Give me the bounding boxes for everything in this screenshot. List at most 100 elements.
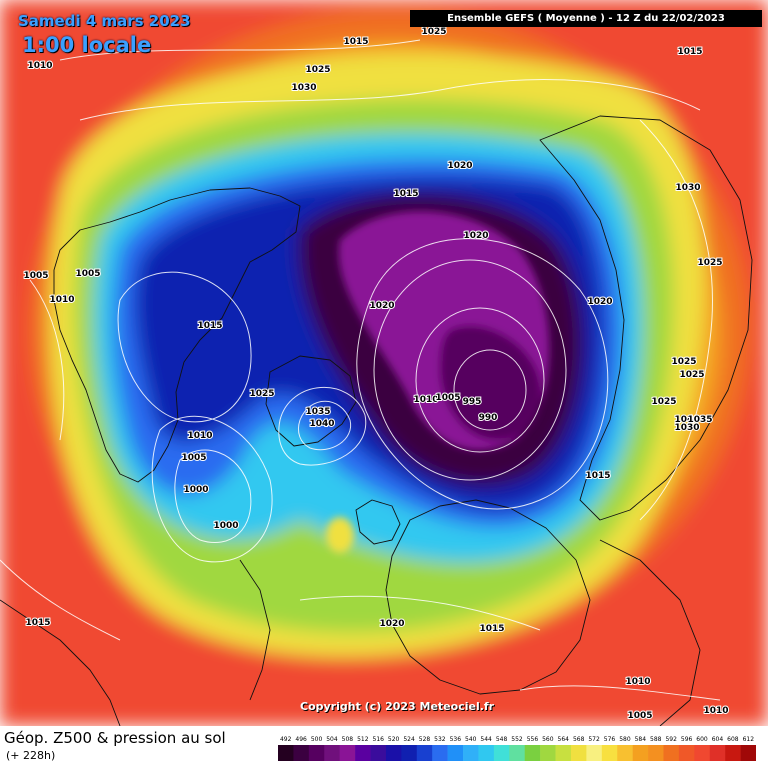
model-run-info: Ensemble GEFS ( Moyenne ) - 12 Z du 22/0… — [410, 10, 762, 27]
isobar-1005-atlantic — [151, 415, 273, 563]
legend-swatch-516 — [370, 745, 387, 761]
forecast-time: 1:00 locale — [22, 33, 152, 57]
isobars — [0, 39, 721, 701]
legend-tick-524: 524 — [403, 736, 415, 743]
coast-greenland — [265, 355, 357, 447]
legend-swatch-524 — [401, 745, 418, 761]
coast-north-america — [53, 187, 301, 483]
isobar-label: 1005 — [627, 711, 652, 721]
coast-pacific — [0, 599, 121, 726]
isobar-1015-america — [117, 271, 252, 423]
isobar-label: 1025 — [305, 65, 330, 75]
coast-iceland — [355, 499, 401, 545]
legend-swatch-492 — [278, 745, 294, 761]
isobar-1000-atlantic — [174, 449, 252, 544]
isobar-label: 1005 — [181, 453, 206, 463]
isobar-label: 1005 — [75, 269, 100, 279]
legend-swatch-512 — [355, 745, 371, 761]
legend-tick-588: 588 — [650, 736, 662, 743]
isobar-label: 1040 — [309, 419, 334, 429]
isobar-1000 — [415, 307, 545, 453]
legend-tick-600: 600 — [696, 736, 708, 743]
isobar-label: 1005 — [435, 393, 460, 403]
legend-tick-504: 504 — [326, 736, 338, 743]
isobar-east-1 — [639, 119, 713, 521]
isobar-label: 1010 — [703, 706, 728, 716]
isobar-label: 1035 — [687, 415, 712, 425]
legend-tick-572: 572 — [588, 736, 600, 743]
isobar-label: 1015 — [197, 321, 222, 331]
isobar-labels: 1010 1015 1025 1025 1030 1015 1020 1015 1020 1030… — [22, 26, 729, 722]
legend-swatch-520 — [385, 745, 402, 761]
isobar-label: 1010 — [27, 61, 52, 71]
legend-swatches — [278, 745, 756, 761]
isobar-south-2 — [519, 685, 721, 701]
isobar-north-1 — [59, 39, 421, 61]
legend-tick-568: 568 — [573, 736, 585, 743]
high-cell-yellow — [326, 517, 354, 553]
legend-tick-532: 532 — [434, 736, 446, 743]
forecast-date: Samedi 4 mars 2023 — [18, 12, 191, 30]
legend-swatch-504 — [324, 745, 340, 761]
isobar-label: 1020 — [379, 619, 404, 629]
legend-tick-592: 592 — [665, 736, 677, 743]
geopotential-field — [0, 0, 768, 726]
coast-asia — [539, 115, 753, 521]
legend-swatch-528 — [416, 745, 433, 761]
legend-tick-500: 500 — [311, 736, 323, 743]
legend-tick-552: 552 — [511, 736, 523, 743]
legend-tick-560: 560 — [542, 736, 554, 743]
legend-tick-612: 612 — [743, 736, 755, 743]
coastlines — [0, 115, 753, 726]
isobar-label: 1030 — [675, 183, 700, 193]
isobar-south-1 — [299, 595, 541, 631]
isobar-label: 1025 — [249, 389, 274, 399]
isobar-label: 1010 — [187, 431, 212, 441]
legend-swatch-584 — [632, 745, 649, 761]
legend-tick-512: 512 — [357, 736, 369, 743]
isobar-label: 1040 — [674, 415, 699, 425]
legend-tick-544: 544 — [480, 736, 492, 743]
legend-tick-604: 604 — [712, 736, 724, 743]
isobar-label: 1020 — [369, 301, 394, 311]
legend-tick-608: 608 — [727, 736, 739, 743]
legend-swatch-588 — [648, 745, 664, 761]
legend-tick-492: 492 — [280, 736, 292, 743]
legend-swatch-500 — [308, 745, 325, 761]
isobar-label: 1015 — [677, 47, 702, 57]
legend-swatch-556 — [524, 745, 541, 761]
legend-tick-596: 596 — [681, 736, 693, 743]
legend-swatch-592 — [663, 745, 680, 761]
coast-europe — [385, 499, 591, 695]
isobar-label: 1025 — [421, 27, 446, 37]
color-scale-legend: 492 496 500 504 508 512 516 520 524 528 532 536 540 5… — [278, 736, 756, 761]
isobar-label: 1020 — [463, 231, 488, 241]
legend-swatch-560 — [540, 745, 556, 761]
isobar-north-2 — [79, 79, 701, 121]
isobar-1040 — [297, 400, 352, 451]
legend-swatch-580 — [617, 745, 633, 761]
isobar-west-1 — [29, 279, 65, 441]
isobar-990 — [453, 349, 527, 431]
parameter-title: Géop. Z500 & pression au sol — [4, 729, 226, 747]
isobar-label: 1000 — [183, 485, 208, 495]
legend-tick-528: 528 — [419, 736, 431, 743]
isobar-label: 1020 — [587, 297, 612, 307]
isobar-label: 1015 — [343, 37, 368, 47]
isobar-label: 1010 — [625, 677, 650, 687]
legend-tick-516: 516 — [373, 736, 385, 743]
legend-swatch-572 — [586, 745, 603, 761]
isobar-label: 990 — [479, 413, 498, 423]
legend-swatch-604 — [709, 745, 726, 761]
coast-asia-south — [599, 539, 701, 726]
low-pressure-core — [326, 211, 550, 553]
legend-swatch-600 — [694, 745, 711, 761]
legend-tick-556: 556 — [527, 736, 539, 743]
legend-swatch-552 — [509, 745, 526, 761]
legend-tick-564: 564 — [558, 736, 570, 743]
isobar-label: 1005 — [23, 271, 48, 281]
legend-tick-580: 580 — [619, 736, 631, 743]
isobar-label: 1000 — [213, 521, 238, 531]
isobar-label: 1030 — [291, 83, 316, 93]
